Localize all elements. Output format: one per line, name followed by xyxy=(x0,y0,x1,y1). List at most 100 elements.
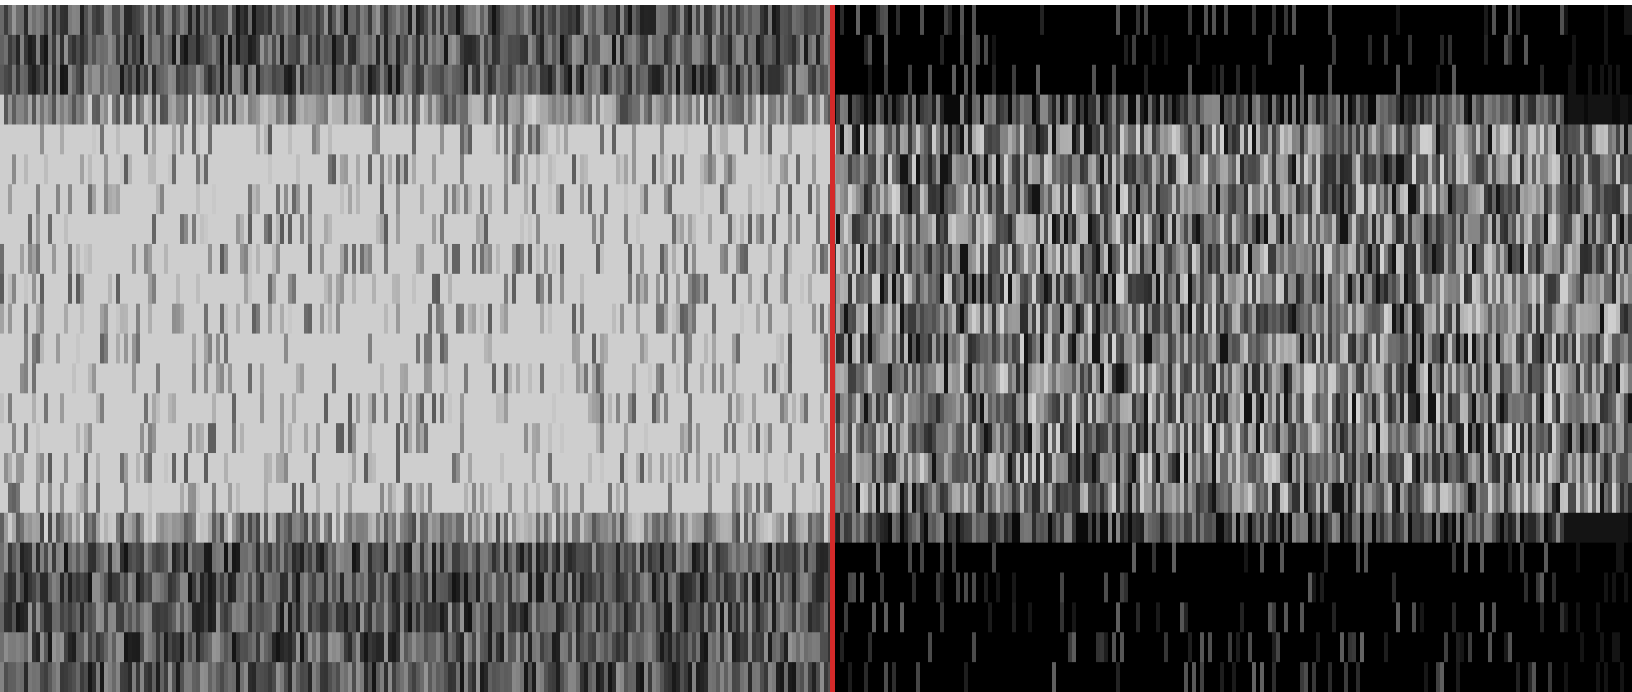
stripe xyxy=(708,124,712,154)
stripe xyxy=(632,184,636,214)
stripe xyxy=(740,95,744,125)
stripe xyxy=(988,5,992,35)
stripe xyxy=(28,334,32,364)
stripe xyxy=(504,154,508,184)
stripe xyxy=(992,154,996,184)
stripe xyxy=(292,244,296,274)
stripe xyxy=(840,124,844,154)
stripe xyxy=(1360,5,1364,35)
stripe xyxy=(424,274,428,304)
stripe xyxy=(1608,95,1612,125)
stripe xyxy=(784,274,788,304)
stripe xyxy=(1540,35,1544,65)
stripe xyxy=(1136,274,1140,304)
stripe xyxy=(592,124,596,154)
stripe xyxy=(112,154,116,184)
stripe xyxy=(972,5,976,35)
stripe xyxy=(360,65,364,95)
stripe xyxy=(860,274,864,304)
stripe xyxy=(396,65,400,95)
stripe xyxy=(216,95,220,125)
stripe xyxy=(64,65,68,95)
stripe xyxy=(972,184,976,214)
stripe xyxy=(1420,35,1424,65)
stripe xyxy=(732,214,736,244)
stripe xyxy=(980,334,984,364)
stripe xyxy=(104,124,108,154)
stripe xyxy=(1144,304,1148,334)
stripe xyxy=(76,154,80,184)
stripe xyxy=(1304,334,1308,364)
stripe xyxy=(532,124,536,154)
stripe xyxy=(24,274,28,304)
stripe xyxy=(1016,154,1020,184)
stripe xyxy=(140,65,144,95)
stripe xyxy=(1076,35,1080,65)
stripe xyxy=(1448,304,1452,334)
stripe xyxy=(1224,5,1228,35)
stripe xyxy=(1572,65,1576,95)
stripe xyxy=(1260,154,1264,184)
stripe xyxy=(856,214,860,244)
stripe xyxy=(496,274,500,304)
stripe xyxy=(20,124,24,154)
stripe xyxy=(1620,35,1624,65)
stripe xyxy=(764,35,768,65)
stripe xyxy=(1500,124,1504,154)
stripe xyxy=(852,334,856,364)
stripe xyxy=(992,5,996,35)
stripe xyxy=(148,184,152,214)
stripe xyxy=(1520,124,1524,154)
stripe xyxy=(1608,304,1612,334)
stripe xyxy=(336,274,340,304)
stripe xyxy=(448,334,452,364)
stripe xyxy=(864,184,868,214)
stripe xyxy=(1064,334,1068,364)
stripe xyxy=(1232,214,1236,244)
stripe xyxy=(564,154,568,184)
stripe xyxy=(252,124,256,154)
stripe xyxy=(212,124,216,154)
stripe xyxy=(968,65,972,95)
stripe xyxy=(1124,304,1128,334)
stripe xyxy=(1496,65,1500,95)
stripe xyxy=(16,304,20,334)
stripe xyxy=(1600,334,1604,364)
stripe xyxy=(768,274,772,304)
stripe xyxy=(408,95,412,125)
stripe xyxy=(424,65,428,95)
stripe xyxy=(620,35,624,65)
stripe xyxy=(344,184,348,214)
stripe xyxy=(924,334,928,364)
stripe xyxy=(484,35,488,65)
stripe xyxy=(1248,214,1252,244)
stripe xyxy=(904,5,908,35)
stripe xyxy=(68,363,72,393)
stripe xyxy=(692,304,696,334)
stripe xyxy=(516,184,520,214)
stripe xyxy=(152,35,156,65)
stripe xyxy=(780,184,784,214)
stripe xyxy=(632,244,636,274)
stripe xyxy=(1136,35,1140,65)
stripe xyxy=(216,154,220,184)
stripe xyxy=(20,334,24,364)
stripe xyxy=(400,95,404,125)
stripe xyxy=(1348,154,1352,184)
stripe xyxy=(356,65,360,95)
stripe xyxy=(524,184,528,214)
stripe xyxy=(1492,334,1496,364)
stripe xyxy=(1476,35,1480,65)
stripe xyxy=(1264,124,1268,154)
stripe xyxy=(804,154,808,184)
stripe xyxy=(316,95,320,125)
stripe xyxy=(0,35,4,65)
stripe xyxy=(992,184,996,214)
stripe xyxy=(1600,65,1604,95)
stripe xyxy=(1300,35,1304,65)
stripe xyxy=(1624,35,1628,65)
stripe xyxy=(28,363,32,393)
stripe xyxy=(960,214,964,244)
stripe xyxy=(552,184,556,214)
stripe xyxy=(404,214,408,244)
